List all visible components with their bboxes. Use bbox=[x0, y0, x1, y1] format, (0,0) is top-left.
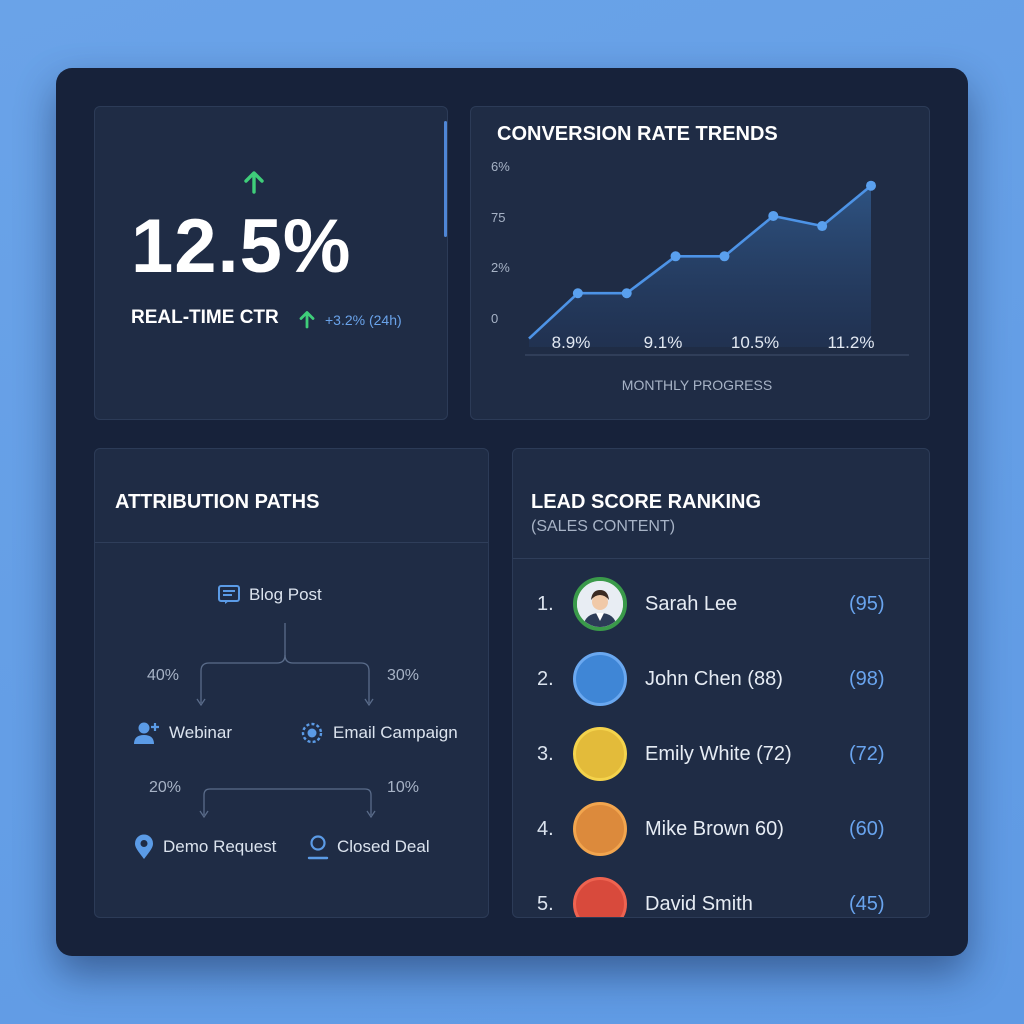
conversion-trends-panel: CONVERSION RATE TRENDS 6% 75 2% 0 8.9% 9.1% 1… bbox=[470, 106, 930, 420]
node-blog-post[interactable]: Blog Post bbox=[217, 584, 322, 606]
document-icon bbox=[218, 585, 240, 604]
lead-row[interactable]: 4. Mike Brown 60) (60) bbox=[513, 802, 929, 858]
lead-name: John Chen (88) bbox=[645, 668, 783, 690]
data-point[interactable] bbox=[817, 221, 828, 232]
avatar-circle bbox=[573, 652, 627, 706]
x-tick-label: 8.9% bbox=[552, 333, 591, 352]
y-tick-label: 75 bbox=[491, 210, 505, 225]
path-percent: 30% bbox=[387, 667, 420, 684]
lead-score: (95) bbox=[849, 593, 885, 615]
x-axis-label: MONTHLY PROGRESS bbox=[622, 377, 772, 393]
path-percent: 10% bbox=[387, 779, 420, 796]
ctr-change: +3.2% (24h) bbox=[325, 312, 402, 328]
lead-rank: 2. bbox=[537, 668, 554, 690]
ctr-value: 12.5% bbox=[131, 204, 352, 289]
node-label: Closed Deal bbox=[337, 837, 430, 856]
lead-row[interactable]: 1. Sarah Lee (95) bbox=[513, 577, 929, 633]
node-email-campaign[interactable]: Email Campaign bbox=[299, 720, 458, 746]
lead-score: (45) bbox=[849, 893, 885, 915]
node-label: Webinar bbox=[169, 723, 232, 742]
conversion-chart: 6% 75 2% 0 8.9% 9.1% 10.5% 11.2% MONTHLY PROGR… bbox=[491, 159, 909, 393]
node-closed-deal[interactable]: Closed Deal bbox=[307, 834, 430, 860]
lead-row[interactable]: 2. John Chen (88) (98) bbox=[513, 652, 929, 708]
data-point[interactable] bbox=[866, 180, 876, 191]
lead-rank: 3. bbox=[537, 743, 554, 765]
attribution-title: ATTRIBUTION PATHS bbox=[115, 491, 320, 513]
arrow-up-icon bbox=[244, 171, 264, 194]
lead-name: Mike Brown 60) bbox=[645, 818, 784, 840]
data-point[interactable] bbox=[670, 251, 681, 262]
avatar-circle bbox=[573, 802, 627, 856]
panel-scrollbar[interactable] bbox=[444, 121, 447, 237]
lead-ranking-subtitle: (SALES CONTENT) bbox=[531, 518, 676, 535]
lead-name: David Smith bbox=[645, 893, 753, 915]
node-demo-request[interactable]: Demo Request bbox=[133, 834, 276, 860]
lead-row[interactable]: 3. Emily White (72) (72) bbox=[513, 727, 929, 783]
person-avatar-icon bbox=[573, 577, 627, 631]
avatar-circle bbox=[573, 877, 627, 917]
path-percent: 20% bbox=[149, 779, 182, 796]
arrow-up-icon bbox=[299, 311, 315, 329]
x-tick-label: 9.1% bbox=[644, 333, 683, 352]
attribution-connectors bbox=[196, 623, 376, 819]
node-label: Email Campaign bbox=[333, 723, 458, 742]
ctr-label: REAL-TIME CTR bbox=[131, 307, 279, 328]
lead-name: Sarah Lee bbox=[645, 593, 738, 615]
node-label: Blog Post bbox=[249, 585, 322, 604]
ctr-panel: 12.5% REAL-TIME CTR +3.2% (24h) bbox=[94, 106, 448, 420]
path-percent: 40% bbox=[147, 667, 180, 684]
lead-score: (98) bbox=[849, 668, 885, 690]
node-webinar[interactable]: Webinar bbox=[133, 720, 232, 746]
lead-score: (72) bbox=[849, 743, 885, 765]
y-tick-label: 6% bbox=[491, 159, 510, 174]
lead-score: (60) bbox=[849, 818, 885, 840]
divider bbox=[513, 558, 929, 559]
x-tick-label: 11.2% bbox=[828, 333, 875, 352]
attribution-panel: ATTRIBUTION PATHS Blog Post 40% 30% bbox=[94, 448, 489, 918]
data-point[interactable] bbox=[768, 210, 779, 221]
map-pin-icon bbox=[135, 834, 153, 859]
x-tick-label: 10.5% bbox=[731, 333, 779, 352]
series-line bbox=[528, 184, 872, 340]
avatar-circle bbox=[573, 727, 627, 781]
lead-rank: 4. bbox=[537, 818, 554, 840]
data-point[interactable] bbox=[572, 288, 583, 299]
user-icon bbox=[307, 835, 329, 860]
area-fill bbox=[529, 185, 871, 347]
gear-icon bbox=[301, 722, 323, 744]
data-point[interactable] bbox=[719, 251, 730, 262]
y-tick-label: 0 bbox=[491, 311, 498, 326]
user-add-icon bbox=[134, 722, 159, 744]
lead-rank: 5. bbox=[537, 893, 554, 915]
divider bbox=[95, 542, 488, 543]
chart-title: CONVERSION RATE TRENDS bbox=[497, 123, 778, 145]
lead-ranking-panel: LEAD SCORE RANKING (SALES CONTENT) 1. Sa… bbox=[512, 448, 930, 918]
lead-row[interactable]: 5. David Smith (45) bbox=[513, 877, 929, 917]
data-point[interactable] bbox=[621, 288, 632, 299]
node-label: Demo Request bbox=[163, 837, 277, 856]
y-tick-label: 2% bbox=[491, 260, 510, 275]
dashboard-frame: 12.5% REAL-TIME CTR +3.2% (24h) CONVERSI… bbox=[56, 68, 968, 956]
lead-name: Emily White (72) bbox=[645, 743, 792, 765]
lead-ranking-title: LEAD SCORE RANKING bbox=[531, 491, 762, 513]
lead-rank: 1. bbox=[537, 593, 554, 615]
